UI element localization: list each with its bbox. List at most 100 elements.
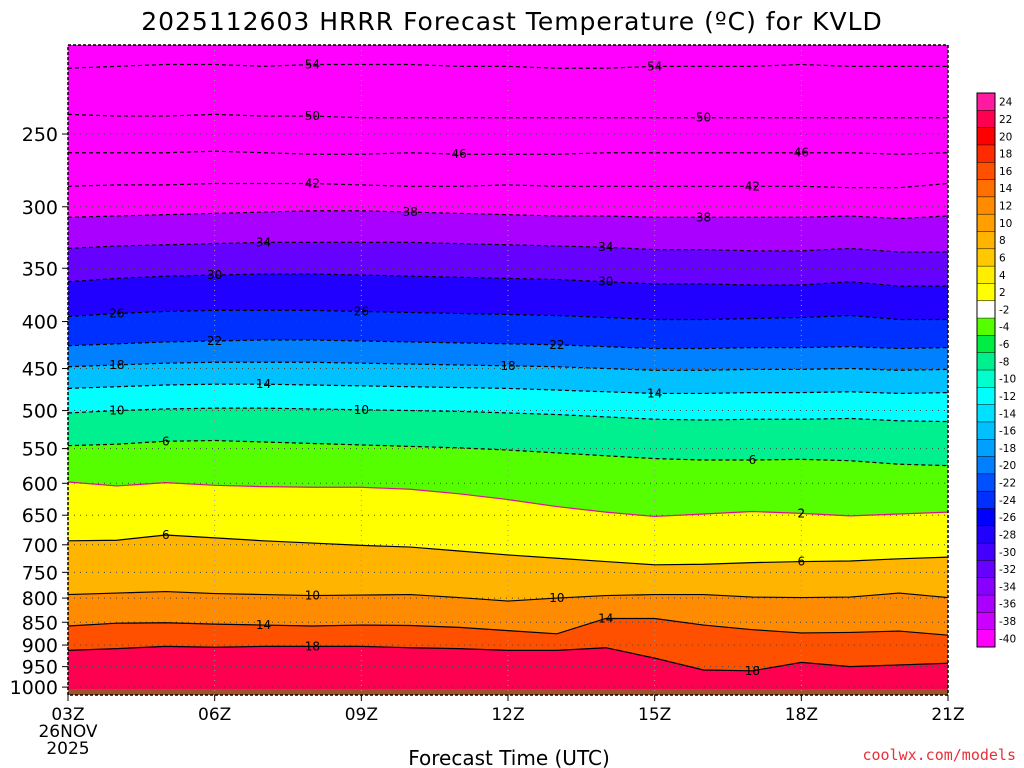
colorbar-label: 16: [999, 166, 1013, 178]
isotherm-label--42: 42: [305, 176, 320, 190]
isotherm-label--38: 38: [403, 205, 418, 219]
y-tick-label: 850: [22, 612, 58, 634]
band--30--26: [68, 273, 948, 320]
isotherm-label--6: 6: [162, 434, 170, 448]
y-tick-label: 350: [22, 258, 58, 280]
band--38--34: [68, 210, 948, 252]
colorbar-label: 10: [999, 218, 1012, 230]
isotherm-6: [67, 534, 949, 566]
isotherm-label--54: 54: [647, 59, 662, 73]
colorbar-label: -6: [999, 339, 1010, 351]
isotherm-label-10: 10: [549, 591, 564, 605]
band--50--46: [68, 114, 948, 155]
y-tick-label: 800: [22, 588, 58, 610]
colorbar-label: -2: [999, 304, 1009, 316]
colorbar-label: 20: [999, 131, 1012, 143]
x-tick-label: 03Z: [51, 705, 84, 725]
y-tick-label: 950: [22, 657, 58, 679]
isotherm-label-10: 10: [305, 589, 320, 603]
colorbar-label: -22: [999, 478, 1016, 490]
isotherm-label--10: 10: [109, 404, 124, 418]
colorbar-label: 18: [999, 149, 1012, 161]
band--54--50: [68, 64, 948, 118]
isotherm-label--26: 26: [354, 304, 369, 318]
colorbar-label: -28: [999, 529, 1016, 541]
band--42--38: [68, 183, 948, 219]
y-axis: 2503003504004505005506006507007508008509…: [10, 124, 68, 699]
colorbar-label: 4: [999, 270, 1006, 282]
colorbar-swatch: [977, 629, 995, 648]
x-date-label: 26NOV: [38, 722, 97, 742]
band-6-10: [68, 534, 948, 602]
colorbar-label: -20: [999, 460, 1016, 472]
colorbar-label: 8: [999, 235, 1006, 247]
isotherm-label--14: 14: [647, 386, 662, 400]
isotherm-label--54: 54: [305, 57, 320, 71]
y-tick-label: 900: [22, 635, 58, 657]
band-10-14: [68, 591, 948, 636]
y-tick-label: 300: [22, 197, 58, 219]
colorbar-label: 24: [999, 97, 1013, 109]
isotherm-label--22: 22: [549, 338, 564, 352]
colorbar-swatch: [977, 543, 995, 561]
temperature-field: [68, 45, 948, 695]
isotherm-10: [67, 590, 949, 602]
colorbar-swatch: [977, 439, 995, 458]
isotherm-label--38: 38: [696, 210, 711, 224]
colorbar-swatch: [977, 93, 995, 111]
x-tick-label: 09Z: [345, 705, 378, 725]
colorbar-label: -14: [999, 408, 1016, 420]
y-tick-label: 750: [22, 562, 58, 584]
isotherm-label-6: 6: [798, 555, 806, 569]
y-tick-label: 650: [22, 505, 58, 527]
colorbar-swatch: [977, 387, 995, 406]
x-tick-label: 18Z: [785, 705, 818, 725]
isotherm-label--18: 18: [500, 359, 515, 373]
x-date-label: 2025: [46, 739, 89, 759]
isotherm-label--30: 30: [598, 275, 613, 289]
isotherm-label--30: 30: [207, 268, 222, 282]
isotherm-label--50: 50: [305, 109, 320, 123]
isotherm-label--2: 2: [798, 506, 806, 520]
x-tick-label: 06Z: [198, 705, 231, 725]
colorbar-swatch: [977, 300, 995, 319]
y-tick-label: 500: [22, 401, 58, 423]
colorbar-swatch: [977, 196, 995, 215]
colorbar-label: -40: [999, 633, 1016, 645]
colorbar-swatch: [977, 179, 995, 198]
y-tick-label: 450: [22, 359, 58, 381]
colorbar-swatch: [977, 560, 995, 579]
colorbar-label: -8: [999, 356, 1009, 368]
colorbar-label: -38: [999, 616, 1016, 628]
credit-text: coolwx.com/models: [862, 746, 1016, 764]
colorbar-swatch: [977, 266, 995, 284]
colorbar-label: -32: [999, 564, 1016, 576]
colorbar-swatch: [977, 370, 995, 388]
y-tick-label: 250: [22, 124, 58, 146]
colorbar-label: 14: [999, 183, 1013, 195]
colorbar-swatch: [977, 214, 995, 232]
isotherm-label-14: 14: [256, 618, 271, 632]
band--10--6: [68, 408, 948, 466]
colorbar-swatch: [977, 335, 995, 354]
isotherm-label-18: 18: [745, 664, 760, 678]
colorbar-label: 12: [999, 201, 1012, 213]
isotherm-label-14: 14: [598, 611, 613, 625]
colorbar-label: -18: [999, 443, 1016, 455]
colorbar-swatch: [977, 110, 995, 129]
y-tick-label: 1000: [10, 677, 58, 699]
isotherm-label--34: 34: [598, 240, 613, 254]
below-ground-mask: [68, 689, 948, 695]
isotherm-label--10: 10: [354, 403, 369, 417]
x-tick-label: 21Z: [931, 705, 964, 725]
colorbar-label: -26: [999, 512, 1016, 524]
colorbar-swatch: [977, 456, 995, 475]
colorbar-swatch: [977, 283, 995, 302]
chart-title: 2025112603 HRRR Forecast Temperature (ºC…: [141, 7, 883, 36]
isotherm-label--22: 22: [207, 334, 222, 348]
isotherm-label--18: 18: [109, 358, 124, 372]
colorbar-label: -36: [999, 599, 1016, 611]
colorbar-swatch: [977, 473, 995, 492]
colorbar-swatch: [977, 248, 995, 267]
y-tick-label: 400: [22, 312, 58, 334]
